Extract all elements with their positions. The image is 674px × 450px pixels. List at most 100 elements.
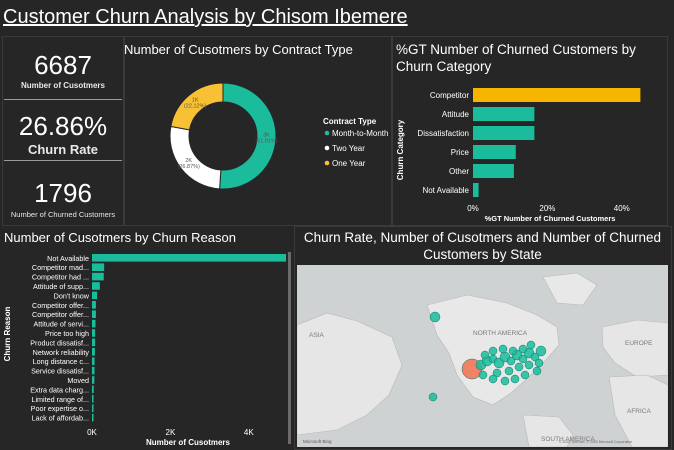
kpi-churn-rate: 26.86% Churn Rate xyxy=(4,113,122,157)
kpi-churned: 1796 Number of Churned Customers xyxy=(4,180,122,219)
reason-bar[interactable] xyxy=(92,413,94,422)
reason-bar[interactable] xyxy=(92,376,95,384)
kpi-customers-label: Number of Cusotmers xyxy=(20,81,105,90)
donut-slice-label: 2K xyxy=(185,158,192,164)
reason-bar[interactable] xyxy=(92,357,95,365)
reason-bar[interactable] xyxy=(92,263,105,271)
reason-bar[interactable] xyxy=(92,301,96,309)
reason-bar[interactable] xyxy=(92,329,96,337)
state-bubble[interactable] xyxy=(488,346,498,356)
reason-label: Product dissatisf... xyxy=(30,338,89,347)
category-title-line1: %GT Number of Churned Customers by xyxy=(396,42,636,57)
category-bar[interactable] xyxy=(473,126,535,140)
reason-bar[interactable] xyxy=(92,385,94,394)
kpi-divider xyxy=(4,99,122,100)
state-bubble[interactable] xyxy=(534,358,544,368)
donut-title: Number of Cusotmers by Contract Type xyxy=(124,42,353,57)
legend-entry[interactable]: Month-to-Month xyxy=(332,129,388,138)
contract-panel xyxy=(124,36,392,226)
category-bar[interactable] xyxy=(473,164,514,178)
legend-entry[interactable]: One Year xyxy=(332,159,366,168)
donut-slice-one-year[interactable] xyxy=(170,82,224,131)
reason-xtick: 0K xyxy=(87,428,97,437)
reason-label: Competitor mad... xyxy=(32,263,89,272)
reason-bar[interactable] xyxy=(92,404,94,412)
donut-slice-month-to-month[interactable] xyxy=(219,82,277,190)
category-bar[interactable] xyxy=(473,88,641,102)
state-bubble[interactable] xyxy=(478,370,488,380)
reason-label: Price too high xyxy=(45,329,89,338)
state-bubble[interactable] xyxy=(535,345,547,357)
dashboard-title: Customer Churn Analysis by Chisom Ibemer… xyxy=(3,6,408,28)
reason-bar[interactable] xyxy=(92,319,96,328)
reason-label: Moved xyxy=(67,376,89,385)
category-label: Competitor xyxy=(430,91,469,100)
reason-ylabel: Churn Reason xyxy=(3,307,12,362)
kpi-customers: 6687 Number of Cusotmers xyxy=(4,52,122,90)
kpi-panel xyxy=(2,36,124,226)
state-bubble[interactable] xyxy=(518,354,528,364)
kpi-churn-rate-value: 26.86% xyxy=(18,111,108,141)
reason-bar[interactable] xyxy=(92,348,95,356)
category-label: Attitude xyxy=(442,110,470,119)
state-bubble[interactable] xyxy=(506,356,516,366)
state-bubble[interactable] xyxy=(500,376,510,386)
reason-bar[interactable] xyxy=(92,291,98,300)
reason-bar[interactable] xyxy=(92,366,95,375)
state-bubble[interactable] xyxy=(508,346,518,356)
state-bubble[interactable] xyxy=(518,344,528,354)
state-bubble[interactable] xyxy=(488,374,498,384)
category-xtick: 40% xyxy=(614,204,630,213)
state-map[interactable]: ASIA NORTH AMERICA EUROPE AFRICA SOUTH A… xyxy=(297,265,668,447)
donut-slice-label: 3K xyxy=(263,132,270,138)
state-bubble[interactable] xyxy=(530,352,540,362)
state-bubble[interactable] xyxy=(498,344,508,354)
state-bubble[interactable] xyxy=(492,368,502,378)
map-title-line1: Churn Rate, Number of Cusotmers and Numb… xyxy=(303,230,662,245)
reason-label: Lack of affordab... xyxy=(32,414,89,423)
state-bubble[interactable] xyxy=(526,340,536,350)
kpi-divider xyxy=(4,160,122,161)
reason-label: Extra data charg... xyxy=(30,385,89,394)
map-label-south-america: SOUTH AMERICA xyxy=(541,436,595,443)
map-label-africa: AFRICA xyxy=(627,408,652,415)
state-bubble[interactable] xyxy=(429,311,441,323)
scrollbar[interactable] xyxy=(288,252,291,444)
map-label-europe: EUROPE xyxy=(625,340,653,347)
state-bubble[interactable] xyxy=(532,366,542,376)
reason-bar[interactable] xyxy=(92,254,287,262)
state-bubble[interactable] xyxy=(504,366,514,376)
europe-land xyxy=(601,319,668,378)
state-bubble[interactable] xyxy=(524,360,534,370)
reason-title: Number of Cusotmers by Churn Reason xyxy=(4,230,236,245)
south-america-land xyxy=(522,414,574,447)
reason-bar[interactable] xyxy=(92,338,96,347)
category-panel xyxy=(392,36,668,226)
reason-bar[interactable] xyxy=(92,310,96,318)
category-bar[interactable] xyxy=(473,183,479,197)
state-bubble[interactable] xyxy=(510,374,520,384)
category-xtick: 20% xyxy=(539,204,555,213)
category-bar[interactable] xyxy=(473,145,516,159)
donut-slice-label: 1K xyxy=(192,98,199,104)
kpi-churned-value: 1796 xyxy=(34,178,92,208)
map-title-line2: Customers by State xyxy=(423,247,542,262)
legend-marker xyxy=(324,130,330,136)
reason-bar[interactable] xyxy=(92,282,100,290)
map-label-north-america: NORTH AMERICA xyxy=(473,330,528,337)
reason-bar[interactable] xyxy=(92,395,94,403)
state-bubble[interactable] xyxy=(480,350,490,360)
category-xlabel: %GT Number of Churned Customers xyxy=(485,214,616,223)
state-bubble[interactable] xyxy=(514,362,524,372)
state-bubble[interactable] xyxy=(428,392,438,402)
legend-entry[interactable]: Two Year xyxy=(332,144,365,153)
state-bubble[interactable] xyxy=(520,370,530,380)
category-bar[interactable] xyxy=(473,107,535,121)
kpi-customers-value: 6687 xyxy=(34,50,92,80)
reason-bar[interactable] xyxy=(92,272,104,281)
kpi-churn-rate-label: Churn Rate xyxy=(27,142,99,157)
reason-label: Competitor had ... xyxy=(32,273,89,282)
donut-slice-two-year[interactable] xyxy=(169,125,222,190)
legend-marker xyxy=(324,145,330,151)
